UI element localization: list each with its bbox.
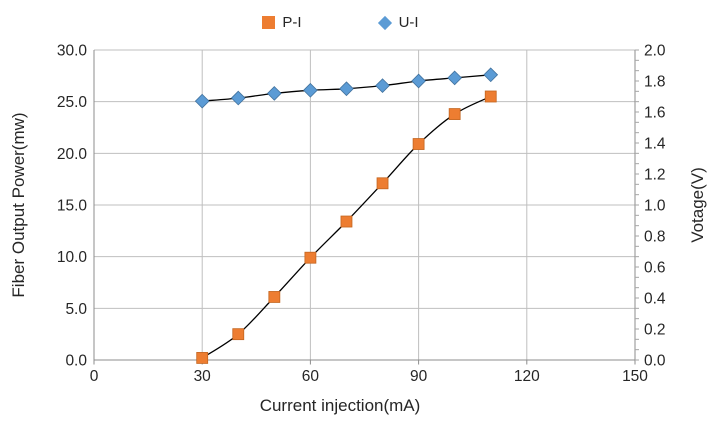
data-point-u-i	[339, 81, 354, 97]
data-point-p-i	[448, 108, 461, 120]
y-left-tick-label: 25.0	[57, 94, 88, 111]
data-point-p-i	[268, 291, 281, 303]
ui-diamond-marker-icon	[377, 15, 392, 30]
x-tick-label: 150	[622, 368, 648, 385]
data-point-u-i	[447, 70, 463, 86]
y-left-tick-label: 15.0	[57, 198, 88, 215]
y-right-tick-label: 0.4	[644, 291, 666, 308]
x-tick-label: 30	[194, 368, 212, 385]
data-point-p-i	[232, 328, 245, 341]
pi-square-marker-icon	[262, 16, 276, 29]
legend-entry-pi: P-I	[262, 14, 302, 31]
data-point-u-i	[303, 82, 318, 98]
data-point-p-i	[196, 352, 209, 364]
data-point-p-i	[376, 177, 389, 190]
legend-label-ui: U-I	[398, 14, 419, 31]
y-right-tick-label: 1.6	[644, 105, 666, 122]
y-right-tick-label: 0.6	[644, 260, 666, 277]
y-axis-right-title: Votage(V)	[688, 167, 707, 243]
data-point-p-i	[304, 251, 317, 264]
y-right-tick-label: 0.8	[644, 229, 666, 246]
y-left-tick-label: 10.0	[57, 249, 88, 266]
data-point-p-i	[484, 90, 497, 103]
y-left-tick-label: 0.0	[65, 353, 87, 370]
x-tick-label: 0	[90, 368, 99, 385]
y-right-tick-label: 2.0	[644, 43, 666, 60]
y-right-tick-label: 1.8	[644, 74, 666, 91]
data-point-u-i	[230, 90, 246, 106]
legend-entry-ui: U-I	[377, 14, 419, 31]
y-left-tick-label: 5.0	[65, 301, 87, 318]
y-right-tick-label: 1.0	[644, 198, 666, 215]
chart-legend: P-I U-I	[0, 14, 698, 31]
y-axis-left-title: Fiber Output Power(mw)	[9, 112, 28, 298]
data-point-p-i	[340, 215, 353, 228]
data-point-u-i	[266, 86, 282, 101]
data-point-u-i	[375, 78, 390, 94]
data-point-u-i	[411, 73, 426, 89]
data-point-u-i	[194, 93, 210, 109]
y-right-tick-label: 0.0	[644, 353, 666, 370]
y-right-tick-label: 1.2	[644, 167, 666, 184]
data-point-u-i	[483, 67, 499, 83]
x-tick-label: 60	[302, 368, 320, 385]
y-right-tick-label: 0.2	[644, 322, 666, 339]
x-tick-label: 90	[410, 368, 428, 385]
x-tick-label: 120	[514, 368, 540, 385]
data-point-p-i	[412, 138, 425, 150]
legend-label-pi: P-I	[282, 14, 302, 31]
y-right-tick-label: 1.4	[644, 136, 666, 153]
y-left-tick-label: 20.0	[57, 146, 88, 163]
y-left-tick-label: 30.0	[57, 43, 88, 60]
x-axis-title: Current injection(mA)	[259, 396, 421, 415]
